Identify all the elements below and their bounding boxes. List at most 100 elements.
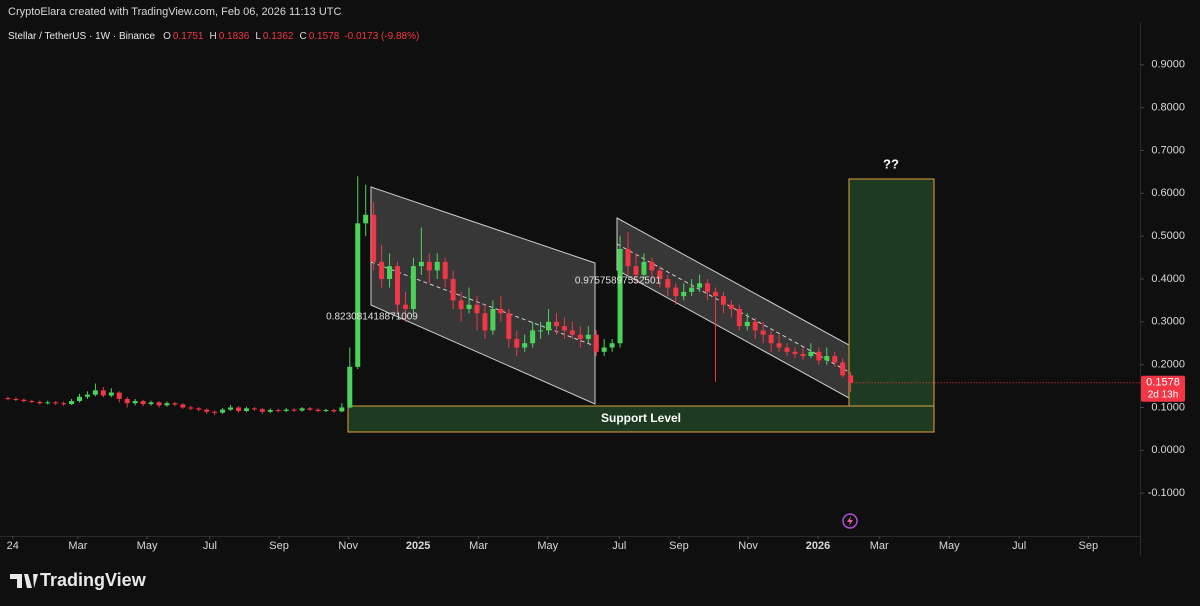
channel-midline — [370, 261, 596, 347]
candle-body — [259, 409, 265, 412]
y-tick-label: 0.5000 — [1151, 230, 1185, 242]
candle-body — [235, 407, 241, 411]
candle-body — [760, 330, 766, 335]
y-tick-label: 0.1000 — [1151, 401, 1185, 413]
candle-body — [561, 326, 567, 331]
price-tag-value: 0.1578 — [1146, 377, 1180, 389]
x-tick-label: Sep — [1079, 540, 1099, 552]
ohlc-value: 0.1362 — [263, 31, 294, 42]
candle-body — [243, 408, 249, 411]
candle-body — [848, 375, 854, 383]
x-tick-label: Jul — [1012, 540, 1026, 552]
candle-body — [196, 408, 202, 410]
brand: TradingView — [40, 570, 147, 590]
candle-body — [625, 249, 631, 267]
ohlc-legend: Stellar / TetherUS · 1W · Binance O 0.1751… — [8, 31, 419, 42]
candle-body — [172, 403, 178, 405]
candle-body — [824, 356, 830, 361]
candle-body — [665, 279, 671, 288]
candle-body — [522, 343, 528, 348]
candle-body — [641, 261, 647, 275]
candle-body — [832, 356, 838, 363]
alert-icon[interactable] — [842, 513, 858, 529]
target-box — [848, 178, 935, 407]
x-tick-label: 24 — [7, 540, 19, 552]
candle-body — [315, 409, 321, 411]
credit: CryptoElara created with TradingView.com… — [8, 6, 341, 18]
candle-body — [784, 347, 790, 352]
support-label: Support Level — [601, 411, 681, 425]
candle-body — [728, 304, 734, 309]
ohlc-letter: L — [255, 31, 261, 42]
y-tick-label: 0.6000 — [1151, 187, 1185, 199]
candle-body — [29, 401, 35, 403]
candle-body — [538, 330, 544, 332]
candle-body — [402, 304, 408, 309]
candle-body — [800, 353, 806, 357]
candle-body — [705, 283, 711, 292]
candle-body — [140, 401, 146, 405]
price-tag-countdown: 2d 13h — [1148, 389, 1179, 400]
candle-body — [410, 266, 416, 309]
channel-midline — [616, 243, 850, 373]
candle-body — [84, 394, 90, 397]
x-tick-label: Mar — [870, 540, 889, 552]
legend-line: Stellar / TetherUS · 1W · Binance O 0.1751… — [8, 31, 419, 42]
y-tick-label: 0.3000 — [1151, 316, 1185, 328]
candle-body — [434, 261, 440, 271]
candle-body — [617, 249, 623, 344]
candle-body — [116, 392, 122, 399]
candle-body — [323, 410, 329, 412]
candle-body — [100, 390, 106, 396]
candle-body — [530, 330, 536, 344]
candle-body — [490, 308, 496, 331]
candle-body — [569, 330, 575, 335]
candle-body — [5, 398, 11, 400]
candle-body — [808, 351, 814, 357]
candle-body — [442, 261, 448, 279]
ohlc-value: 0.1578 — [309, 31, 340, 42]
y-tick-label: 0.8000 — [1151, 102, 1185, 114]
x-tick-label: 2025 — [406, 540, 430, 552]
candle-body — [474, 304, 480, 314]
candle-body — [267, 410, 273, 412]
x-tick-label: Sep — [269, 540, 289, 552]
y-tick-label: 0.2000 — [1151, 359, 1185, 371]
candle-body — [61, 403, 67, 405]
x-tick-label: Nov — [738, 540, 758, 552]
candles — [5, 176, 854, 416]
candle-body — [418, 261, 424, 267]
candle-body — [76, 396, 82, 402]
candle-body — [156, 402, 162, 406]
candle-body — [585, 334, 591, 339]
candle-body — [657, 270, 663, 279]
x-tick-label: Mar — [469, 540, 488, 552]
candle-body — [124, 398, 130, 404]
candle-body — [363, 214, 369, 224]
candle-body — [681, 291, 687, 297]
question-label: ?? — [883, 156, 899, 171]
candle-body — [689, 287, 695, 292]
candle-body — [736, 308, 742, 327]
candle-body — [251, 408, 257, 410]
candle-body — [13, 398, 19, 400]
x-tick-label: May — [537, 540, 558, 552]
ohlc-letter: H — [209, 31, 216, 42]
candle-body — [204, 409, 210, 412]
y-tick-label: 0.7000 — [1151, 144, 1185, 156]
x-tick-label: Sep — [669, 540, 689, 552]
candle-body — [37, 401, 43, 404]
candle-body — [347, 366, 353, 408]
candle-body — [792, 351, 798, 354]
support-box — [347, 405, 935, 433]
y-tick-label: 0.9000 — [1151, 59, 1185, 71]
x-tick-label: May — [939, 540, 960, 552]
candle-body — [164, 403, 170, 406]
candle-body — [593, 334, 599, 352]
candle-body — [609, 343, 615, 348]
candle-body — [132, 401, 138, 404]
candle-body — [180, 404, 186, 408]
candle-body — [212, 411, 218, 413]
